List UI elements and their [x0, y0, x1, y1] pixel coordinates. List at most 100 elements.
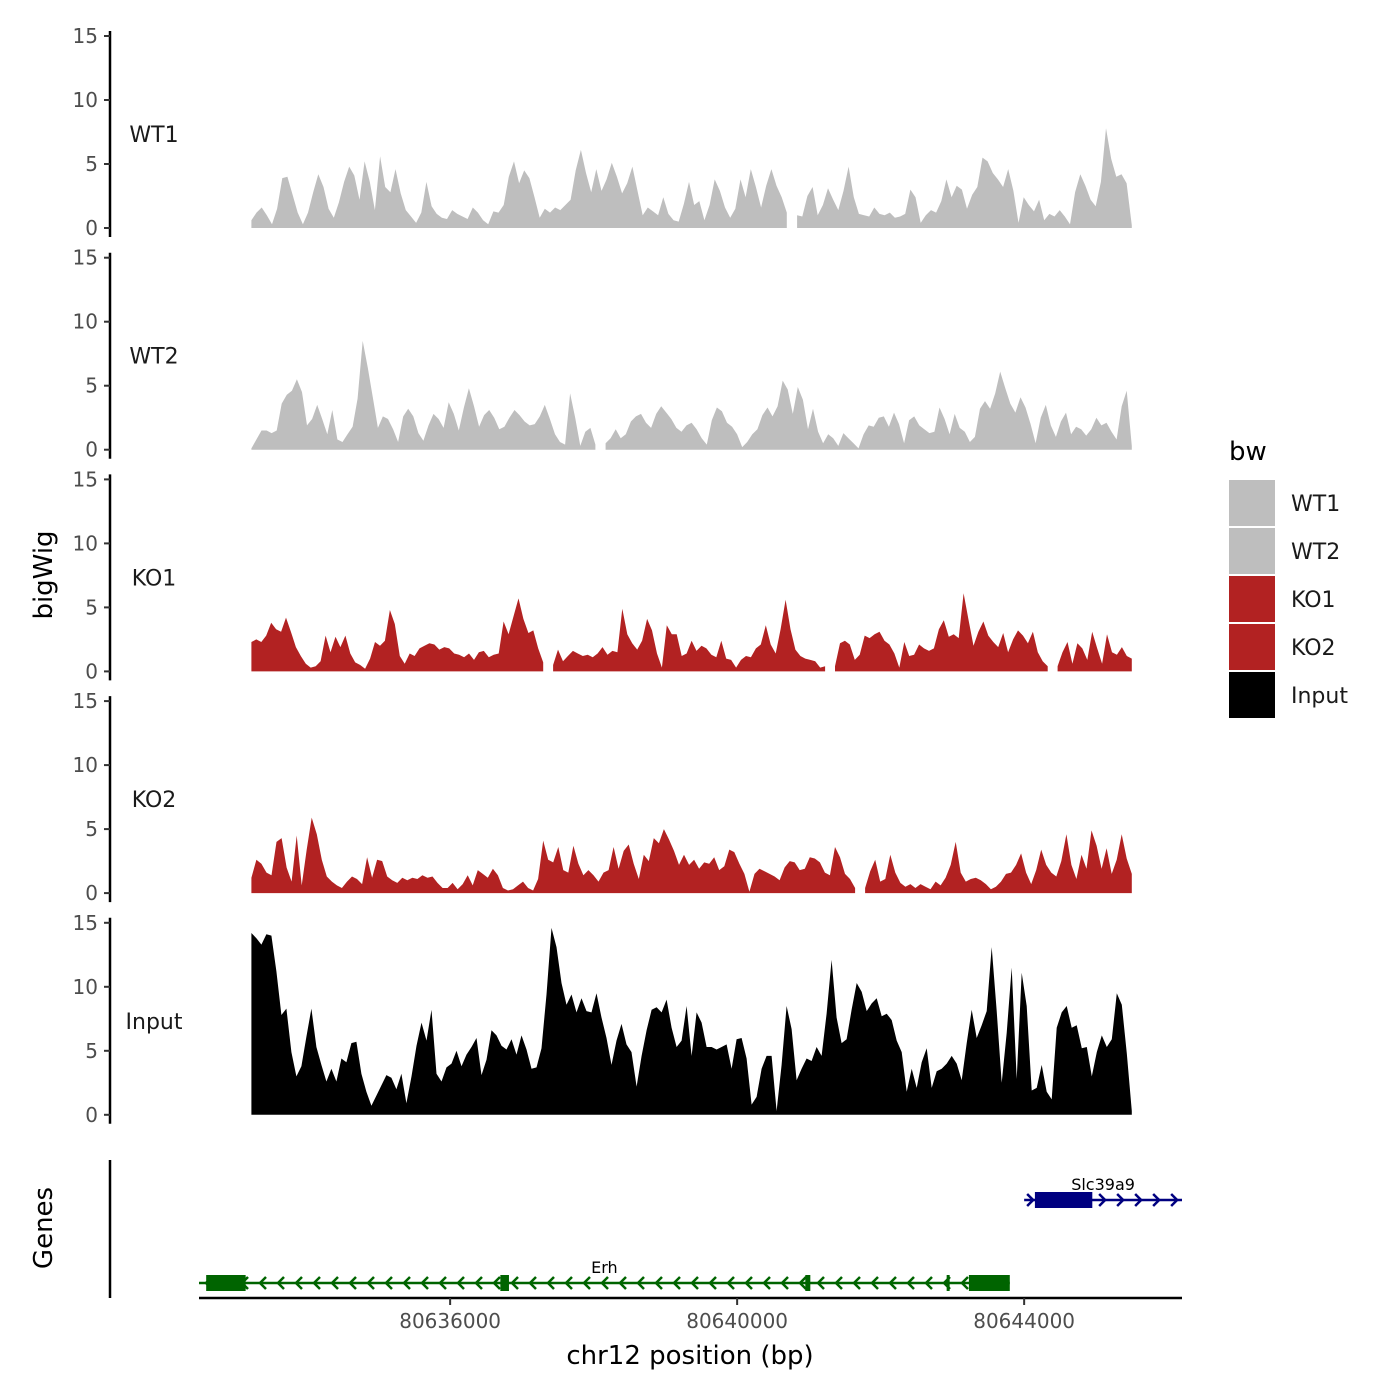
coverage-area-ko1 [1057, 631, 1132, 672]
strand-chevron [258, 1276, 267, 1290]
y-tick-label: 15 [73, 911, 98, 935]
y-tick-label: 10 [73, 531, 98, 555]
strand-chevron [798, 1276, 807, 1290]
coverage-area-ko2 [865, 830, 1132, 894]
y-tick-label: 15 [73, 689, 98, 713]
x-tick-label: 80640000 [686, 1309, 788, 1333]
track-input: 0 5 10 15 Input [73, 911, 1132, 1127]
strand-chevron [546, 1276, 555, 1290]
track-label: WT1 [129, 123, 178, 148]
track-label: Input [126, 1010, 183, 1035]
x-tick-label: 80636000 [399, 1309, 501, 1333]
strand-chevron [1170, 1193, 1179, 1207]
legend-item-ko2: KO2 [1229, 624, 1336, 670]
gene-exon [1034, 1192, 1093, 1208]
strand-chevron [654, 1276, 663, 1290]
legend-swatch [1229, 480, 1275, 526]
legend-label: KO2 [1291, 636, 1336, 661]
coverage-area-ko1 [251, 598, 544, 672]
legend-item-ko1: KO1 [1229, 576, 1336, 622]
legend-swatch [1229, 672, 1275, 718]
legend-swatch [1229, 528, 1275, 574]
gene-exon [968, 1275, 1010, 1291]
legend-item-input: Input [1229, 672, 1348, 718]
strand-chevron [510, 1276, 519, 1290]
legend-title: bw [1229, 437, 1267, 467]
coverage-area-wt1 [797, 128, 1132, 228]
legend-label: WT2 [1291, 540, 1340, 565]
y-tick-label: 0 [85, 881, 98, 905]
gene-label: Erh [591, 1258, 618, 1277]
track-ko2: 0 5 10 15 KO2 [73, 689, 1132, 905]
strand-chevron [402, 1276, 411, 1290]
coverage-tracks: 0 5 10 15 WT1 0 5 10 15 WT2 0 5 10 15 KO1 0 5 10 15 KO2 0 5 10… [73, 24, 1132, 1127]
strand-chevron [456, 1276, 465, 1290]
strand-chevron [564, 1276, 573, 1290]
strand-chevron [690, 1276, 699, 1290]
strand-chevron [834, 1276, 843, 1290]
track-ko1: 0 5 10 15 KO1 [73, 467, 1132, 683]
strand-chevron [852, 1276, 861, 1290]
gene-track: Slc39a9 Erh [108, 1160, 1182, 1298]
y-tick-label: 15 [73, 24, 98, 48]
track-label: WT2 [129, 345, 178, 370]
strand-chevron [276, 1276, 285, 1290]
strand-chevron [762, 1276, 771, 1290]
coverage-area-ko2 [251, 817, 856, 894]
legend-swatch [1229, 576, 1275, 622]
strand-chevron [708, 1276, 717, 1290]
strand-chevron [528, 1276, 537, 1290]
x-tick-label: 80644000 [973, 1309, 1075, 1333]
strand-chevron [744, 1276, 753, 1290]
coverage-area-wt1 [251, 149, 787, 228]
strand-chevron [1098, 1193, 1107, 1207]
legend-item-wt2: WT2 [1229, 528, 1340, 574]
strand-chevron [366, 1276, 375, 1290]
strand-chevron [636, 1276, 645, 1290]
gene-slc39a9: Slc39a9 [1024, 1175, 1182, 1208]
coverage-area-wt2 [251, 340, 596, 450]
y-tick-label: 5 [85, 817, 98, 841]
gene-exon [206, 1275, 246, 1291]
y-tick-label: 5 [85, 595, 98, 619]
gene-exon [946, 1275, 950, 1291]
strand-chevron [924, 1276, 933, 1290]
strand-chevron [888, 1276, 897, 1290]
legend-label: Input [1291, 684, 1348, 709]
track-wt2: 0 5 10 15 WT2 [73, 246, 1132, 462]
gene-erh: Erh [199, 1258, 1010, 1291]
y-tick-label: 0 [85, 216, 98, 240]
strand-chevron [960, 1276, 969, 1290]
y-tick-label: 15 [73, 246, 98, 270]
gene-exon [500, 1275, 509, 1291]
track-label: KO2 [132, 788, 177, 813]
genes-axis-title: Genes [29, 1187, 59, 1269]
coverage-area-ko1 [553, 599, 826, 672]
legend-swatch [1229, 624, 1275, 670]
strand-chevron [330, 1276, 339, 1290]
y-tick-label: 5 [85, 374, 98, 398]
gene-exon [805, 1275, 811, 1291]
legend: bw WT1 WT2 KO1 KO2 Input [1229, 437, 1348, 718]
track-label: KO1 [132, 566, 177, 591]
strand-chevron [600, 1276, 609, 1290]
strand-chevron [492, 1276, 501, 1290]
y-tick-label: 0 [85, 438, 98, 462]
strand-chevron [582, 1276, 591, 1290]
y-tick-label: 10 [73, 753, 98, 777]
strand-chevron [312, 1276, 321, 1290]
y-tick-label: 0 [85, 1103, 98, 1127]
strand-chevron [1152, 1193, 1161, 1207]
legend-label: KO1 [1291, 588, 1336, 613]
strand-chevron [1026, 1193, 1035, 1207]
track-wt1: 0 5 10 15 WT1 [73, 24, 1132, 240]
y-tick-label: 5 [85, 152, 98, 176]
y-tick-label: 0 [85, 659, 98, 683]
strand-chevron [348, 1276, 357, 1290]
y-tick-label: 10 [73, 310, 98, 334]
strand-chevron [1134, 1193, 1143, 1207]
strand-chevron [816, 1276, 825, 1290]
strand-chevron [420, 1276, 429, 1290]
strand-chevron [384, 1276, 393, 1290]
y-axis-title: bigWig [29, 530, 59, 619]
